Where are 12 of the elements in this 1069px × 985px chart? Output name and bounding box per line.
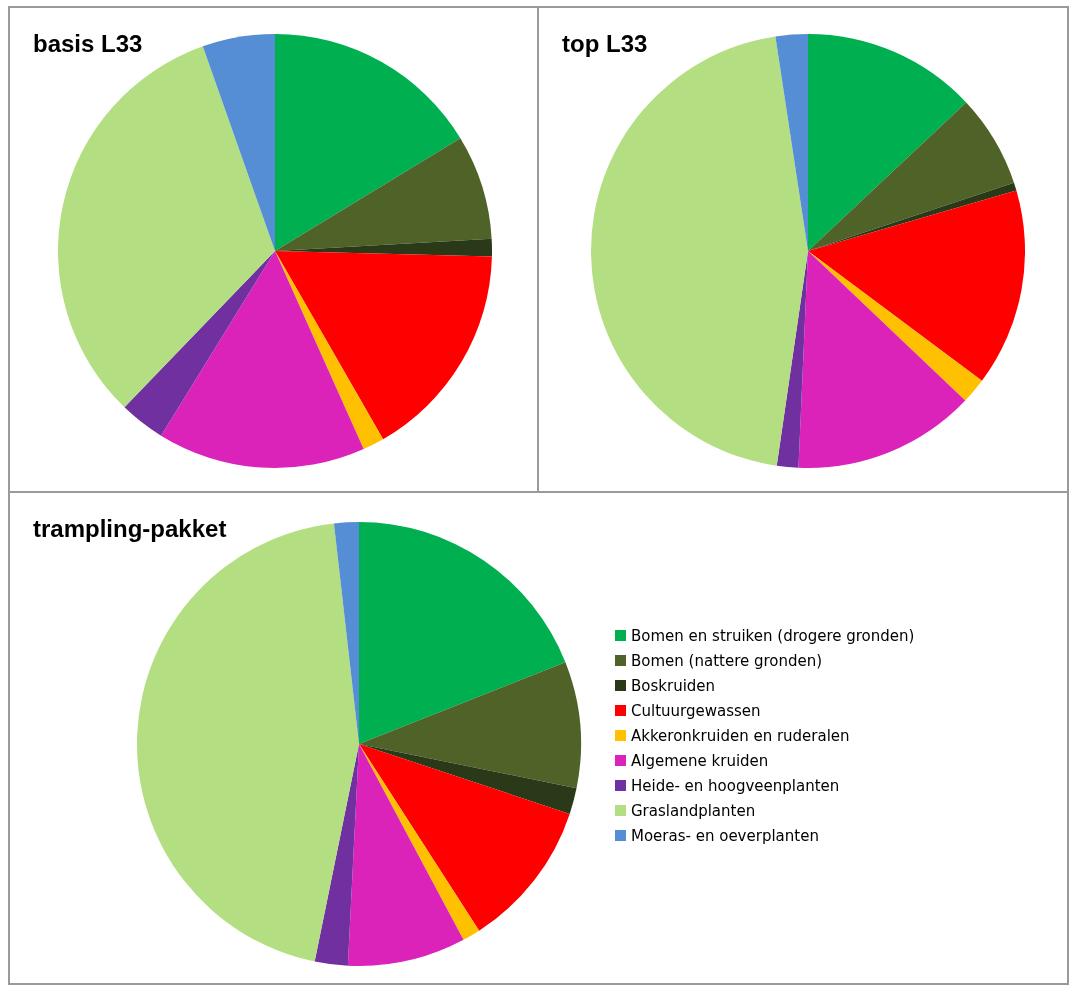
chart-title: trampling-pakket: [33, 514, 227, 542]
legend-label: Cultuurgewassen: [631, 701, 761, 720]
legend-label: Bomen en struiken (drogere gronden): [631, 626, 915, 645]
legend-label: Boskruiden: [631, 676, 716, 695]
chart-title: top L33: [562, 29, 648, 57]
legend-label: Akkeronkruiden en ruderalen: [631, 726, 850, 745]
chart-title: basis L33: [33, 29, 143, 57]
legend-label: Graslandplanten: [631, 801, 756, 820]
legend-label: Algemene kruiden: [631, 751, 769, 770]
legend-label: Bomen (nattere gronden): [631, 651, 823, 670]
legend-label: Moeras- en oeverplanten: [631, 826, 819, 845]
legend-label: Heide- en hoogveenplanten: [631, 776, 840, 795]
